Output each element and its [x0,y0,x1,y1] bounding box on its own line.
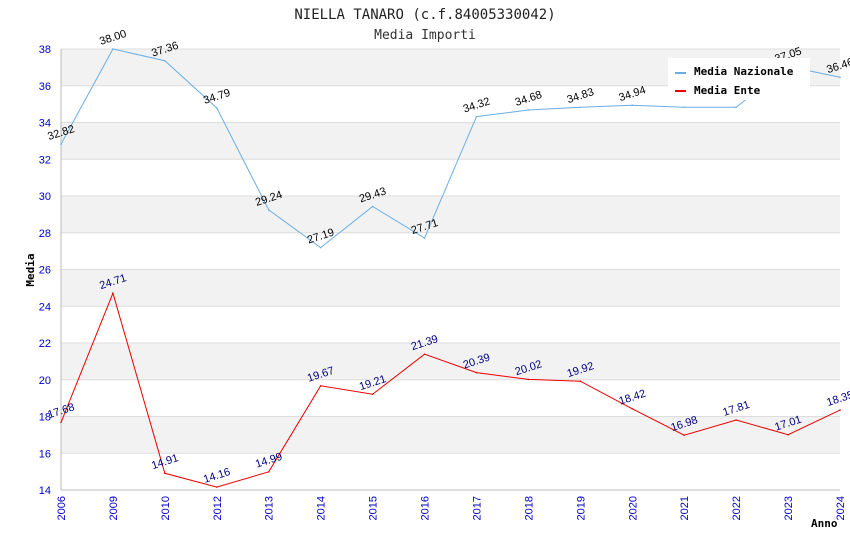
series-line-1 [60,291,841,488]
y-tick-label: 22 [39,338,51,350]
data-point [735,419,737,421]
chart-subtitle: Media Importi [374,28,476,43]
x-tick-label: 2016 [420,496,432,520]
chart-title: NIELLA TANARO (c.f.84005330042) [294,7,555,23]
x-tick-label: 2006 [56,496,68,520]
x-tick-label: 2018 [523,496,535,520]
data-point [579,106,582,109]
data-point [579,380,582,383]
y-tick-label: 36 [39,81,51,93]
x-tick-label: 2020 [627,496,639,520]
y-tick-label: 30 [39,191,51,203]
data-point [683,106,685,109]
y-tick-label: 34 [39,118,51,130]
data-point [319,246,322,249]
data-point [683,434,685,437]
y-tick-label: 32 [39,154,51,166]
data-label: 18.42 [617,388,647,408]
data-point [631,104,634,107]
series-lines [60,48,841,488]
x-tick-label: 2024 [835,496,847,520]
data-label: 34.94 [617,84,647,104]
y-tick-label: 24 [39,301,51,313]
plot-band [61,416,840,454]
data-point [787,433,789,436]
data-point [164,59,166,62]
data-point [60,421,62,424]
x-tick-label: 2009 [108,496,120,520]
data-point [423,353,426,356]
x-tick-label: 2022 [731,496,743,520]
x-axis-ticks: 2006 2009 2010 2012 2013 2014 2015 2016 2017 2018… [56,496,847,520]
y-tick-label: 38 [39,44,51,56]
x-tick-label: 2014 [316,496,328,520]
data-point [371,205,374,208]
data-point [735,106,737,109]
data-label: 34.83 [566,86,596,106]
legend-label-ente: Media Ente [694,84,761,97]
y-tick-label: 18 [39,412,51,424]
data-label: 34.79 [202,87,232,107]
legend-box [668,58,810,100]
x-tick-label: 2017 [471,496,483,520]
gridlines [60,48,840,491]
data-point [319,385,322,387]
plot-band [61,196,840,233]
x-tick-label: 2015 [368,496,380,520]
data-point [267,209,270,211]
data-label: 14.16 [202,466,232,486]
x-tick-label: 2023 [783,496,795,520]
legend: Media Nazionale Media Ente [668,58,810,100]
data-label: 14.91 [150,452,180,472]
data-point [267,471,270,473]
x-tick-label: 2021 [679,496,691,520]
data-point [839,409,841,411]
y-axis-ticks: 14 16 18 20 22 24 26 28 30 32 34 36 38 [39,44,51,497]
x-tick-label: 2013 [264,496,276,520]
data-point [631,407,634,410]
series-line-0 [60,48,841,249]
plot-band [61,343,840,380]
data-label: 38.00 [98,28,128,48]
y-tick-label: 26 [39,265,51,277]
data-point [423,237,426,239]
data-point [839,76,841,79]
y-tick-label: 20 [39,375,51,387]
data-label: 34.32 [462,96,492,116]
data-point [164,472,166,475]
y-tick-label: 14 [39,485,51,497]
data-point [216,486,218,488]
data-point [475,115,478,118]
data-point [527,109,530,111]
data-point [527,378,530,381]
data-point [60,143,62,145]
plot-band [61,122,840,160]
data-point [216,107,218,109]
y-tick-label: 16 [39,448,51,460]
x-tick-label: 2019 [575,496,587,520]
data-point [371,393,374,396]
x-axis-label: Anno [811,517,838,530]
data-label: 18.35 [825,389,850,409]
data-label: 17.81 [721,399,751,419]
data-point [475,371,478,374]
plot-band [61,269,840,307]
legend-label-nazionale: Media Nazionale [694,65,794,78]
plot-bands [61,49,840,454]
y-tick-label: 28 [39,228,51,240]
x-tick-label: 2012 [212,496,224,520]
x-tick-label: 2010 [160,496,172,520]
data-label: 34.68 [514,89,544,109]
data-point [112,292,114,295]
y-axis-label: Media [24,253,37,286]
data-point [112,48,114,50]
